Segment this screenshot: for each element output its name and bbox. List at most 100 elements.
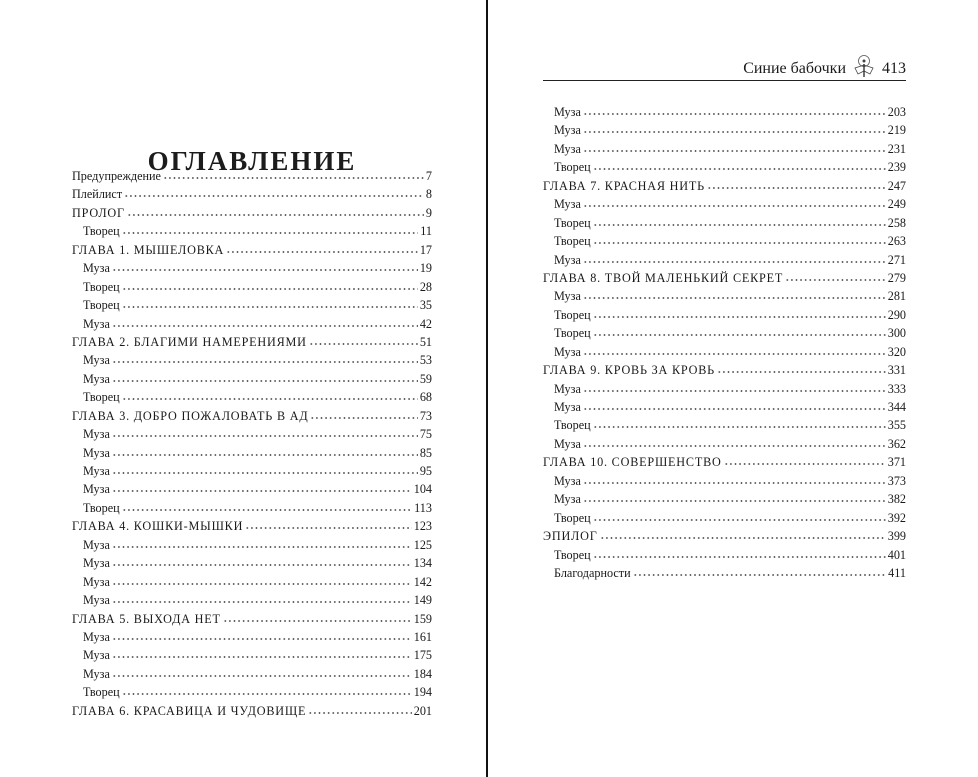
toc-entry[interactable]: Муза 175: [72, 646, 432, 664]
toc-entry-label: Муза: [554, 400, 581, 414]
dot-leader: [592, 426, 886, 429]
toc-entry-label: Муза: [554, 252, 581, 267]
toc-entry[interactable]: Предупреждение 7: [72, 167, 432, 185]
toc-entry[interactable]: Муза 85: [72, 444, 432, 462]
toc-entry[interactable]: Муза 95: [72, 462, 432, 480]
page-gutter-divider: [486, 0, 488, 777]
toc-entry[interactable]: Творец 263: [543, 232, 906, 250]
dot-leader: [111, 637, 412, 640]
dot-leader: [121, 398, 418, 401]
toc-entry[interactable]: ГЛАВА 7. КРАСНАЯ НИТЬ 247: [543, 177, 906, 195]
toc-entry[interactable]: Муза 373: [543, 472, 906, 490]
toc-entry[interactable]: Муза 42: [72, 315, 432, 333]
toc-entry[interactable]: Муза 134: [72, 554, 432, 572]
dot-leader: [582, 500, 886, 503]
toc-entry-label: ГЛАВА 4. КОШКИ-МЫШКИ: [72, 519, 244, 534]
toc-entry[interactable]: ГЛАВА 6. КРАСАВИЦА И ЧУДОВИЩЕ 201: [72, 702, 432, 720]
dot-leader: [592, 555, 886, 558]
dot-leader: [121, 287, 418, 290]
toc-entry[interactable]: Муза 104: [72, 480, 432, 498]
toc-entry[interactable]: Муза 125: [72, 536, 432, 554]
toc-entry-page: 219: [887, 123, 906, 138]
toc-entry-label: Творец: [83, 500, 120, 515]
toc-entry[interactable]: Творец 401: [543, 546, 906, 564]
toc-entry-label: Муза: [83, 593, 110, 608]
toc-entry[interactable]: ГЛАВА 4. КОШКИ-МЫШКИ 123: [72, 517, 432, 535]
toc-entry-page: 161: [413, 629, 432, 644]
toc-entry[interactable]: Благодарности 411: [543, 564, 906, 582]
toc-entry[interactable]: Творец 300: [543, 324, 906, 342]
toc-entry[interactable]: Муза 203: [543, 103, 906, 121]
dot-leader: [121, 693, 412, 696]
toc-entry-label: ЭПИЛОГ: [543, 529, 598, 544]
toc-entry-label: Муза: [83, 648, 110, 663]
toc-entry[interactable]: Творец 290: [543, 306, 906, 324]
toc-entry[interactable]: ГЛАВА 8. ТВОЙ МАЛЕНЬКИЙ СЕКРЕТ 279: [543, 269, 906, 287]
toc-entry-page: 371: [887, 455, 906, 470]
toc-entry[interactable]: Муза 362: [543, 435, 906, 453]
toc-entry-page: 68: [419, 390, 432, 405]
toc-entry[interactable]: Муза 149: [72, 591, 432, 609]
toc-entry-page: 331: [887, 363, 906, 378]
toc-entry[interactable]: Муза 219: [543, 121, 906, 139]
toc-entry[interactable]: Творец 258: [543, 214, 906, 232]
toc-entry[interactable]: ГЛАВА 3. ДОБРО ПОЖАЛОВАТЬ В АД 73: [72, 407, 432, 425]
dot-leader: [592, 242, 886, 245]
dot-leader: [111, 324, 418, 327]
toc-entry[interactable]: Творец 239: [543, 158, 906, 176]
toc-entry[interactable]: Муза 142: [72, 573, 432, 591]
toc-entry-label: ГЛАВА 1. МЫШЕЛОВКА: [72, 242, 225, 257]
toc-entry-page: 85: [419, 445, 432, 460]
toc-entry[interactable]: Творец 113: [72, 499, 432, 517]
toc-entry[interactable]: ГЛАВА 10. СОВЕРШЕНСТВО 371: [543, 453, 906, 471]
toc-entry[interactable]: Муза 75: [72, 425, 432, 443]
toc-entry[interactable]: ГЛАВА 5. ВЫХОДА НЕТ 159: [72, 610, 432, 628]
toc-entry[interactable]: ГЛАВА 9. КРОВЬ ЗА КРОВЬ 331: [543, 361, 906, 379]
toc-entry[interactable]: ЭПИЛОГ 399: [543, 527, 906, 545]
toc-entry-label: Муза: [83, 574, 110, 589]
toc-entry[interactable]: Муза 19: [72, 259, 432, 277]
toc-entry-page: 149: [413, 593, 432, 608]
toc-entry[interactable]: Муза 161: [72, 628, 432, 646]
toc-entry-label: Творец: [554, 307, 591, 322]
toc-entry-label: Творец: [554, 418, 591, 433]
toc-entry[interactable]: Творец 392: [543, 509, 906, 527]
toc-entry-page: 123: [413, 519, 432, 534]
toc-entry[interactable]: Муза 271: [543, 251, 906, 269]
toc-entry[interactable]: Творец 35: [72, 296, 432, 314]
toc-entry-page: 201: [413, 703, 432, 718]
toc-entry[interactable]: Плейлист 8: [72, 185, 432, 203]
toc-entry[interactable]: ГЛАВА 1. МЫШЕЛОВКА 17: [72, 241, 432, 259]
toc-entry[interactable]: Муза 333: [543, 380, 906, 398]
dot-leader: [716, 371, 886, 374]
toc-entry[interactable]: Творец 194: [72, 683, 432, 701]
dot-leader: [592, 518, 886, 521]
toc-entry[interactable]: Творец 355: [543, 416, 906, 434]
toc-entry[interactable]: Муза 344: [543, 398, 906, 416]
toc-entry-label: ГЛАВА 8. ТВОЙ МАЛЕНЬКИЙ СЕКРЕТ: [543, 270, 784, 285]
toc-entry-label: Творец: [554, 326, 591, 341]
toc-entry[interactable]: Муза 53: [72, 351, 432, 369]
toc-entry[interactable]: Муза 249: [543, 195, 906, 213]
dot-leader: [111, 453, 418, 456]
moth-emblem-icon: [854, 55, 874, 77]
toc-entry[interactable]: ПРОЛОГ 9: [72, 204, 432, 222]
toc-entry-page: 17: [419, 242, 432, 257]
toc-entry-label: Муза: [83, 353, 110, 368]
dot-leader: [111, 379, 418, 382]
dot-leader: [121, 306, 418, 309]
toc-entry[interactable]: Творец 28: [72, 278, 432, 296]
toc-entry-page: 11: [420, 224, 432, 239]
toc-entry[interactable]: Муза 59: [72, 370, 432, 388]
toc-entry-label: Муза: [554, 141, 581, 156]
toc-entry[interactable]: Творец 11: [72, 222, 432, 240]
toc-entry[interactable]: Муза 320: [543, 343, 906, 361]
toc-entry-page: 8: [425, 187, 432, 202]
toc-entry[interactable]: Творец 68: [72, 388, 432, 406]
toc-entry[interactable]: Муза 281: [543, 287, 906, 305]
toc-entry[interactable]: Муза 382: [543, 490, 906, 508]
toc-entry[interactable]: ГЛАВА 2. БЛАГИМИ НАМЕРЕНИЯМИ 51: [72, 333, 432, 351]
toc-entry[interactable]: Муза 184: [72, 665, 432, 683]
toc-entry[interactable]: Муза 231: [543, 140, 906, 158]
toc-entry-label: Муза: [554, 197, 581, 212]
